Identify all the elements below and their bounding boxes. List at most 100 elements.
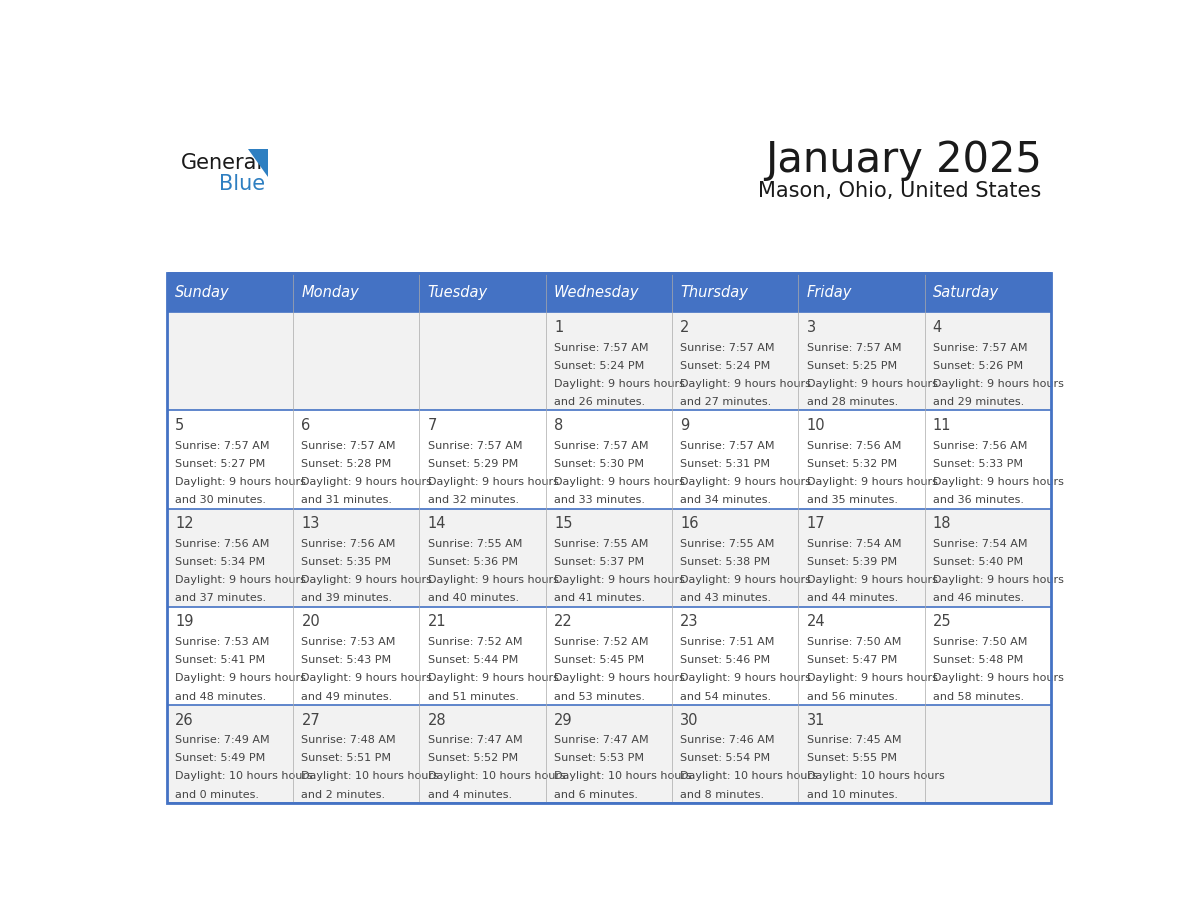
Text: Sunset: 5:47 PM: Sunset: 5:47 PM (807, 655, 897, 666)
Text: and 31 minutes.: and 31 minutes. (302, 496, 392, 505)
Text: 10: 10 (807, 419, 826, 433)
Text: Daylight: 9 hours hours: Daylight: 9 hours hours (302, 477, 432, 487)
Text: Daylight: 10 hours hours: Daylight: 10 hours hours (807, 771, 944, 781)
Text: Sunrise: 7:50 AM: Sunrise: 7:50 AM (933, 637, 1028, 647)
Text: Daylight: 9 hours hours: Daylight: 9 hours hours (681, 576, 811, 586)
Text: Sunset: 5:54 PM: Sunset: 5:54 PM (681, 754, 770, 763)
Text: Sunrise: 7:56 AM: Sunrise: 7:56 AM (302, 539, 396, 549)
Text: and 29 minutes.: and 29 minutes. (933, 397, 1024, 408)
Text: 5: 5 (175, 419, 184, 433)
Text: Daylight: 9 hours hours: Daylight: 9 hours hours (933, 674, 1063, 683)
Text: 9: 9 (681, 419, 689, 433)
FancyBboxPatch shape (545, 607, 672, 705)
Text: Sunset: 5:49 PM: Sunset: 5:49 PM (175, 754, 265, 763)
Text: Daylight: 10 hours hours: Daylight: 10 hours hours (302, 771, 440, 781)
Text: and 28 minutes.: and 28 minutes. (807, 397, 898, 408)
FancyBboxPatch shape (545, 410, 672, 509)
FancyBboxPatch shape (419, 273, 545, 312)
FancyBboxPatch shape (293, 705, 419, 803)
FancyBboxPatch shape (924, 410, 1051, 509)
Text: and 6 minutes.: and 6 minutes. (554, 789, 638, 800)
Text: Sunset: 5:36 PM: Sunset: 5:36 PM (428, 557, 518, 567)
Text: Sunset: 5:24 PM: Sunset: 5:24 PM (681, 361, 771, 371)
Polygon shape (248, 149, 268, 177)
Text: Sunset: 5:43 PM: Sunset: 5:43 PM (302, 655, 392, 666)
Text: Friday: Friday (807, 285, 852, 300)
Text: Daylight: 9 hours hours: Daylight: 9 hours hours (554, 477, 684, 487)
Text: and 8 minutes.: and 8 minutes. (681, 789, 764, 800)
Text: and 43 minutes.: and 43 minutes. (681, 593, 771, 603)
Text: 4: 4 (933, 320, 942, 335)
Text: and 10 minutes.: and 10 minutes. (807, 789, 898, 800)
Text: Sunrise: 7:57 AM: Sunrise: 7:57 AM (933, 342, 1028, 353)
Text: 13: 13 (302, 516, 320, 532)
FancyBboxPatch shape (419, 607, 545, 705)
Text: 15: 15 (554, 516, 573, 532)
Text: 11: 11 (933, 419, 952, 433)
Text: Sunrise: 7:54 AM: Sunrise: 7:54 AM (807, 539, 901, 549)
FancyBboxPatch shape (293, 273, 419, 312)
Text: Sunrise: 7:56 AM: Sunrise: 7:56 AM (175, 539, 270, 549)
FancyBboxPatch shape (924, 312, 1051, 410)
FancyBboxPatch shape (672, 607, 798, 705)
Text: Daylight: 9 hours hours: Daylight: 9 hours hours (554, 379, 684, 389)
Text: and 26 minutes.: and 26 minutes. (554, 397, 645, 408)
Text: and 48 minutes.: and 48 minutes. (175, 691, 266, 701)
Text: Sunset: 5:45 PM: Sunset: 5:45 PM (554, 655, 644, 666)
Text: Thursday: Thursday (681, 285, 748, 300)
Text: 7: 7 (428, 419, 437, 433)
Text: Daylight: 9 hours hours: Daylight: 9 hours hours (681, 477, 811, 487)
Text: and 2 minutes.: and 2 minutes. (302, 789, 386, 800)
FancyBboxPatch shape (545, 312, 672, 410)
Text: Sunrise: 7:52 AM: Sunrise: 7:52 AM (428, 637, 523, 647)
Text: 1: 1 (554, 320, 563, 335)
Text: and 49 minutes.: and 49 minutes. (302, 691, 393, 701)
Text: Sunrise: 7:55 AM: Sunrise: 7:55 AM (428, 539, 522, 549)
Text: 8: 8 (554, 419, 563, 433)
Text: 24: 24 (807, 614, 826, 630)
Text: 19: 19 (175, 614, 194, 630)
Text: and 44 minutes.: and 44 minutes. (807, 593, 898, 603)
Text: Sunrise: 7:57 AM: Sunrise: 7:57 AM (302, 441, 396, 451)
Text: 29: 29 (554, 712, 573, 728)
Text: Sunset: 5:53 PM: Sunset: 5:53 PM (554, 754, 644, 763)
Text: and 35 minutes.: and 35 minutes. (807, 496, 898, 505)
Text: 2: 2 (681, 320, 690, 335)
Text: Sunset: 5:55 PM: Sunset: 5:55 PM (807, 754, 897, 763)
Text: 20: 20 (302, 614, 321, 630)
FancyBboxPatch shape (672, 273, 798, 312)
Text: Daylight: 10 hours hours: Daylight: 10 hours hours (681, 771, 819, 781)
Text: Sunset: 5:39 PM: Sunset: 5:39 PM (807, 557, 897, 567)
Text: and 41 minutes.: and 41 minutes. (554, 593, 645, 603)
Text: Sunset: 5:40 PM: Sunset: 5:40 PM (933, 557, 1023, 567)
Text: Sunset: 5:37 PM: Sunset: 5:37 PM (554, 557, 644, 567)
Text: Sunrise: 7:56 AM: Sunrise: 7:56 AM (933, 441, 1028, 451)
Text: 6: 6 (302, 419, 311, 433)
Text: Sunrise: 7:49 AM: Sunrise: 7:49 AM (175, 735, 270, 745)
Text: Sunset: 5:31 PM: Sunset: 5:31 PM (681, 459, 770, 469)
Text: Sunrise: 7:47 AM: Sunrise: 7:47 AM (554, 735, 649, 745)
Text: Daylight: 9 hours hours: Daylight: 9 hours hours (554, 674, 684, 683)
Text: Sunset: 5:34 PM: Sunset: 5:34 PM (175, 557, 265, 567)
Text: Daylight: 9 hours hours: Daylight: 9 hours hours (175, 576, 307, 586)
FancyBboxPatch shape (419, 705, 545, 803)
FancyBboxPatch shape (545, 509, 672, 607)
Text: and 51 minutes.: and 51 minutes. (428, 691, 519, 701)
FancyBboxPatch shape (672, 312, 798, 410)
FancyBboxPatch shape (419, 312, 545, 410)
Text: and 39 minutes.: and 39 minutes. (302, 593, 392, 603)
FancyBboxPatch shape (293, 312, 419, 410)
Text: Daylight: 9 hours hours: Daylight: 9 hours hours (428, 477, 558, 487)
Text: Sunrise: 7:57 AM: Sunrise: 7:57 AM (554, 441, 649, 451)
Text: 30: 30 (681, 712, 699, 728)
Text: Sunset: 5:30 PM: Sunset: 5:30 PM (554, 459, 644, 469)
FancyBboxPatch shape (798, 509, 924, 607)
Text: and 32 minutes.: and 32 minutes. (428, 496, 519, 505)
FancyBboxPatch shape (672, 410, 798, 509)
FancyBboxPatch shape (924, 273, 1051, 312)
Text: Daylight: 9 hours hours: Daylight: 9 hours hours (807, 379, 937, 389)
FancyBboxPatch shape (419, 509, 545, 607)
FancyBboxPatch shape (798, 273, 924, 312)
FancyBboxPatch shape (419, 410, 545, 509)
Text: Sunrise: 7:48 AM: Sunrise: 7:48 AM (302, 735, 396, 745)
